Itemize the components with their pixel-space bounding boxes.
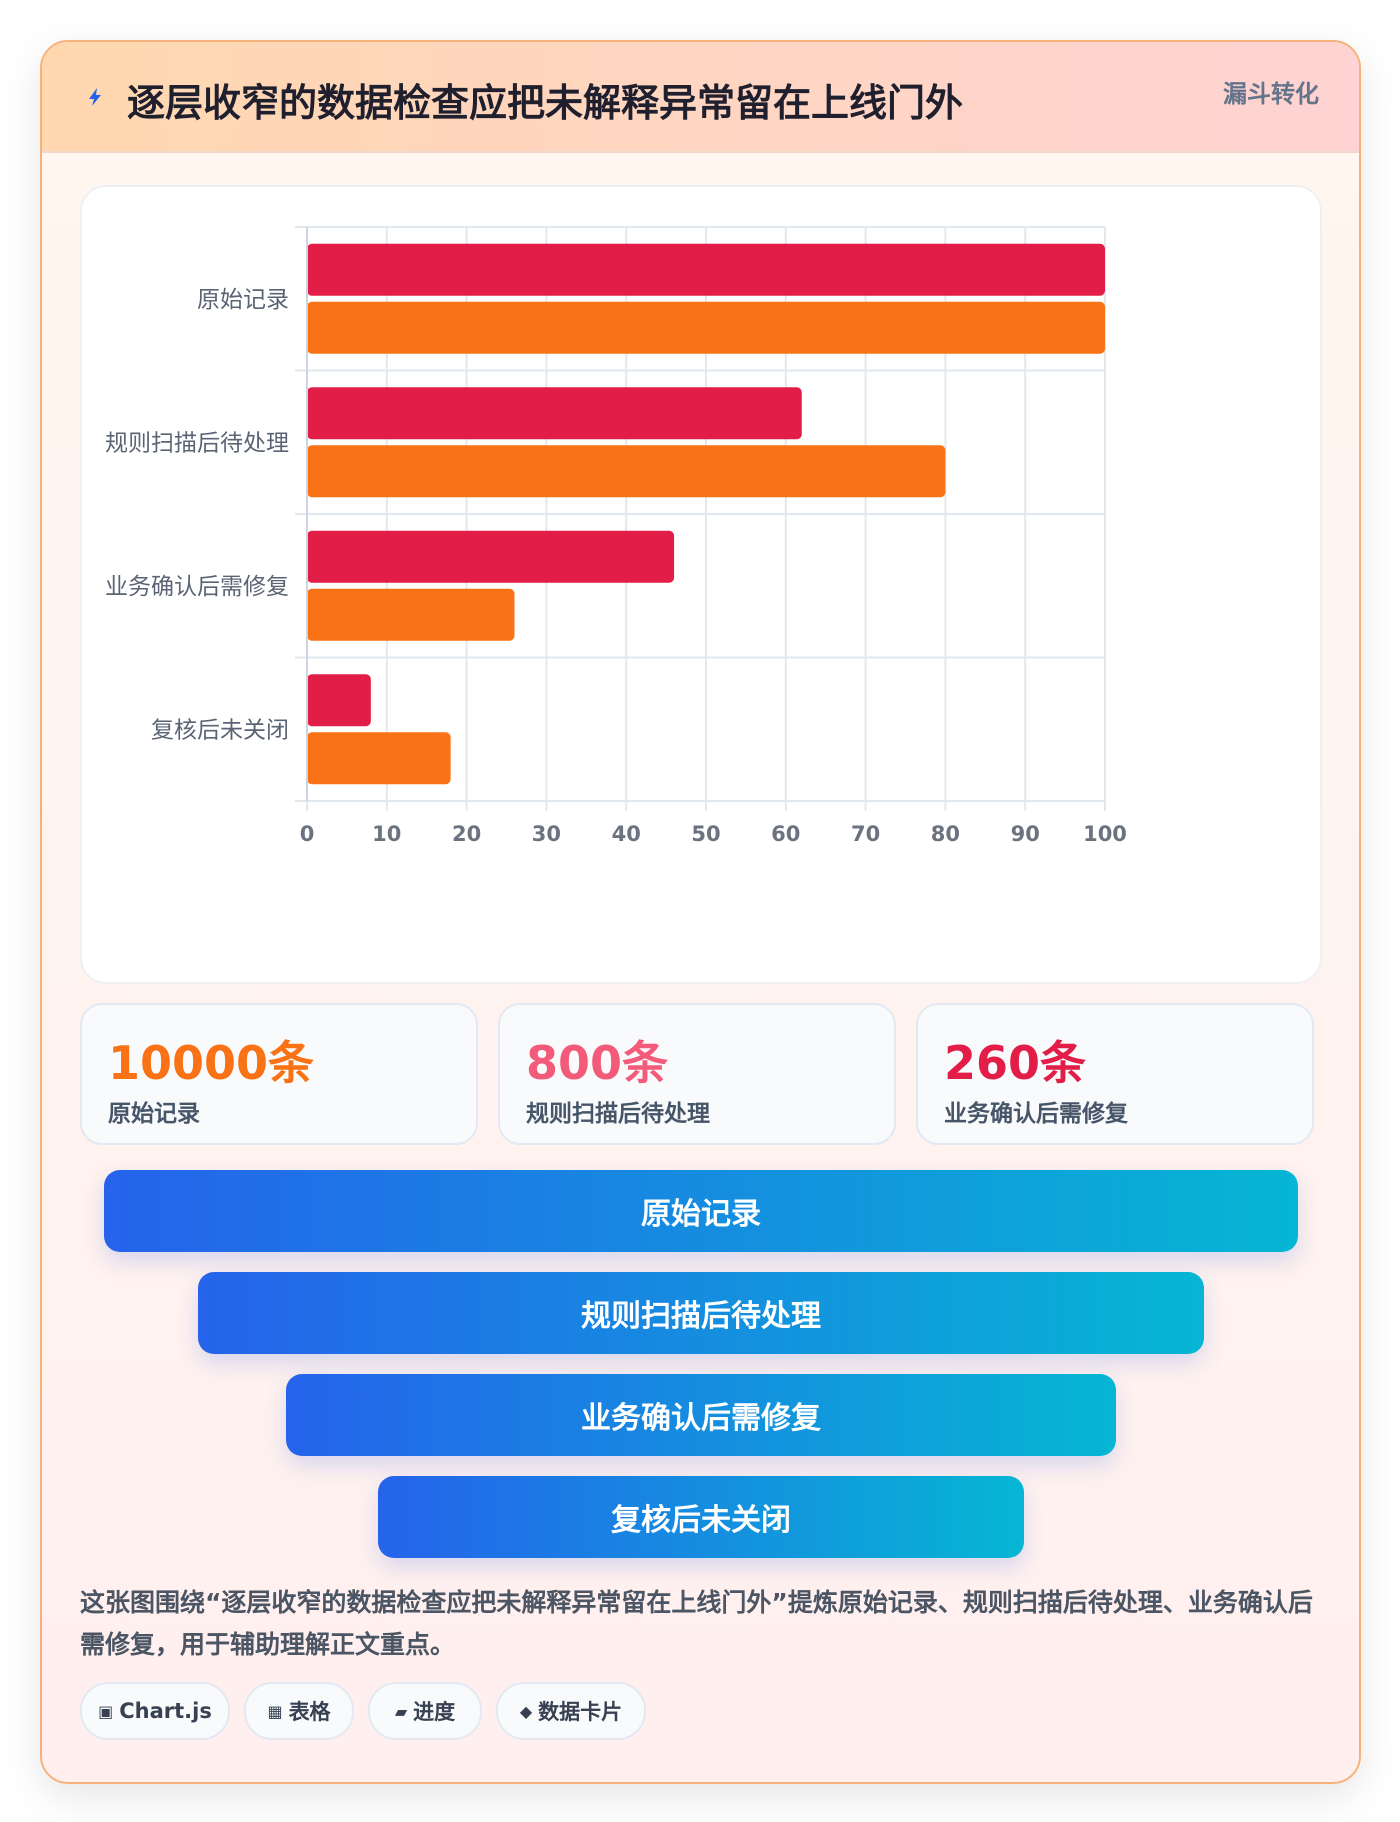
stat-card: 10000条 原始记录 <box>80 1003 478 1145</box>
x-tick-label: 80 <box>931 822 960 846</box>
chip-label: 数据卡片 <box>538 1700 623 1724</box>
x-tick-label: 0 <box>300 822 315 846</box>
chart-panel: 0 10 20 30 40 50 60 70 80 90 100 原始记录规则扫描后待处理 业务确认后需… <box>80 185 1322 984</box>
chip-data-card[interactable]: ◆ 数据卡片 <box>496 1682 646 1740</box>
x-tick-label: 20 <box>452 822 481 846</box>
bar <box>307 387 802 440</box>
funnel-stage: 规则扫描后待处理 <box>198 1272 1204 1354</box>
stat-card: 800条 规则扫描后待处理 <box>498 1003 896 1145</box>
x-tick-label: 50 <box>691 822 720 846</box>
bar <box>307 243 1105 296</box>
stat-value: 800条 <box>526 1036 669 1090</box>
table-icon: ▦ <box>267 1701 283 1721</box>
y-tick-label: 规则扫描后待处理 <box>105 430 289 456</box>
bar-chart: 0 10 20 30 40 50 60 70 80 90 100 原始记录规则扫描后待处理业务确认后需… <box>105 226 1127 846</box>
funnel-stage: 原始记录 <box>104 1170 1298 1252</box>
x-tick-label: 100 <box>1083 822 1127 846</box>
bar <box>307 732 451 785</box>
stat-card: 260条 业务确认后需修复 <box>916 1003 1314 1145</box>
stat-value: 10000条 <box>108 1036 315 1090</box>
chip-label: Chart.js <box>119 1699 212 1723</box>
diamond-icon: ◆ <box>519 1701 533 1721</box>
chart-description: 这张图围绕“逐层收窄的数据检查应把未解释异常留在上线门外”提炼原始记录、规则扫描… <box>80 1588 1313 1659</box>
bar <box>307 301 1105 354</box>
funnel-stage: 复核后未关闭 <box>378 1476 1024 1558</box>
stat-value: 260条 <box>944 1036 1087 1090</box>
stat-cards: 10000条 原始记录 800条 规则扫描后待处理 260条 业务确认后需修复 <box>80 1003 1322 1145</box>
card-header: 逐层收窄的数据检查应把未解释异常留在上线门外 漏斗转化 <box>42 42 1359 153</box>
chip-label: 进度 <box>413 1700 456 1724</box>
y-tick-label: 原始记录 <box>197 287 289 313</box>
page-title: 逐层收窄的数据检查应把未解释异常留在上线门外 <box>127 81 964 125</box>
chart-icon: ▣ <box>98 1701 114 1721</box>
chip-table[interactable]: ▦ 表格 <box>244 1682 354 1740</box>
x-tick-label: 10 <box>372 822 401 846</box>
progress-icon: ▰ <box>394 1701 408 1721</box>
y-tick-label: 业务确认后需修复 <box>105 574 289 600</box>
bar <box>307 588 515 641</box>
x-tick-label: 40 <box>612 822 641 846</box>
chip-label: 表格 <box>288 1700 331 1724</box>
x-tick-label: 60 <box>771 822 800 846</box>
bar <box>307 530 675 583</box>
chart-card: 逐层收窄的数据检查应把未解释异常留在上线门外 漏斗转化 0 10 20 30 40 50 6… <box>40 40 1361 1784</box>
x-tick-label: 30 <box>532 822 561 846</box>
bar <box>307 674 371 727</box>
x-tick-label: 70 <box>851 822 880 846</box>
x-tick-label: 90 <box>1011 822 1040 846</box>
stat-label: 规则扫描后待处理 <box>526 1101 710 1127</box>
stat-label: 业务确认后需修复 <box>944 1101 1128 1127</box>
stat-label: 原始记录 <box>108 1101 200 1127</box>
lightning-icon <box>89 88 101 106</box>
y-tick-label: 复核后未关闭 <box>151 717 289 743</box>
chart-type-tag: 漏斗转化 <box>1223 80 1319 108</box>
bar <box>307 445 946 498</box>
chip-chartjs[interactable]: ▣ Chart.js <box>80 1682 230 1740</box>
funnel-stage: 业务确认后需修复 <box>286 1374 1116 1456</box>
chip-progress[interactable]: ▰ 进度 <box>368 1682 482 1740</box>
